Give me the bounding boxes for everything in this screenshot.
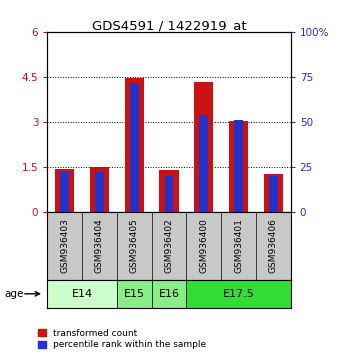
Text: GSM936403: GSM936403 — [60, 218, 69, 274]
Bar — [186, 280, 291, 308]
Text: GSM936405: GSM936405 — [130, 218, 139, 274]
Bar — [95, 172, 104, 212]
Text: E15: E15 — [124, 289, 145, 299]
Bar — [90, 167, 109, 212]
Text: age: age — [4, 289, 23, 299]
Text: GSM936404: GSM936404 — [95, 219, 104, 273]
Text: GDS4591 / 1422919_at: GDS4591 / 1422919_at — [92, 19, 246, 33]
Bar — [234, 120, 243, 212]
Text: GSM936400: GSM936400 — [199, 218, 208, 274]
Bar — [47, 280, 117, 308]
Bar — [165, 176, 173, 212]
Bar — [152, 280, 186, 308]
Text: E16: E16 — [159, 289, 179, 299]
Bar — [130, 83, 139, 212]
Bar — [61, 172, 69, 212]
Bar — [269, 176, 277, 212]
Text: GSM936406: GSM936406 — [269, 218, 278, 274]
Text: E17.5: E17.5 — [223, 289, 255, 299]
Bar — [194, 81, 213, 212]
Bar — [229, 121, 248, 212]
Bar — [264, 174, 283, 212]
Text: GSM936402: GSM936402 — [165, 219, 173, 273]
Text: E14: E14 — [72, 289, 93, 299]
Text: GSM936401: GSM936401 — [234, 218, 243, 274]
Bar — [160, 170, 178, 212]
Bar — [125, 78, 144, 212]
Bar — [55, 169, 74, 212]
Legend: transformed count, percentile rank within the sample: transformed count, percentile rank withi… — [38, 329, 206, 349]
Bar — [117, 280, 152, 308]
Bar — [199, 115, 208, 212]
